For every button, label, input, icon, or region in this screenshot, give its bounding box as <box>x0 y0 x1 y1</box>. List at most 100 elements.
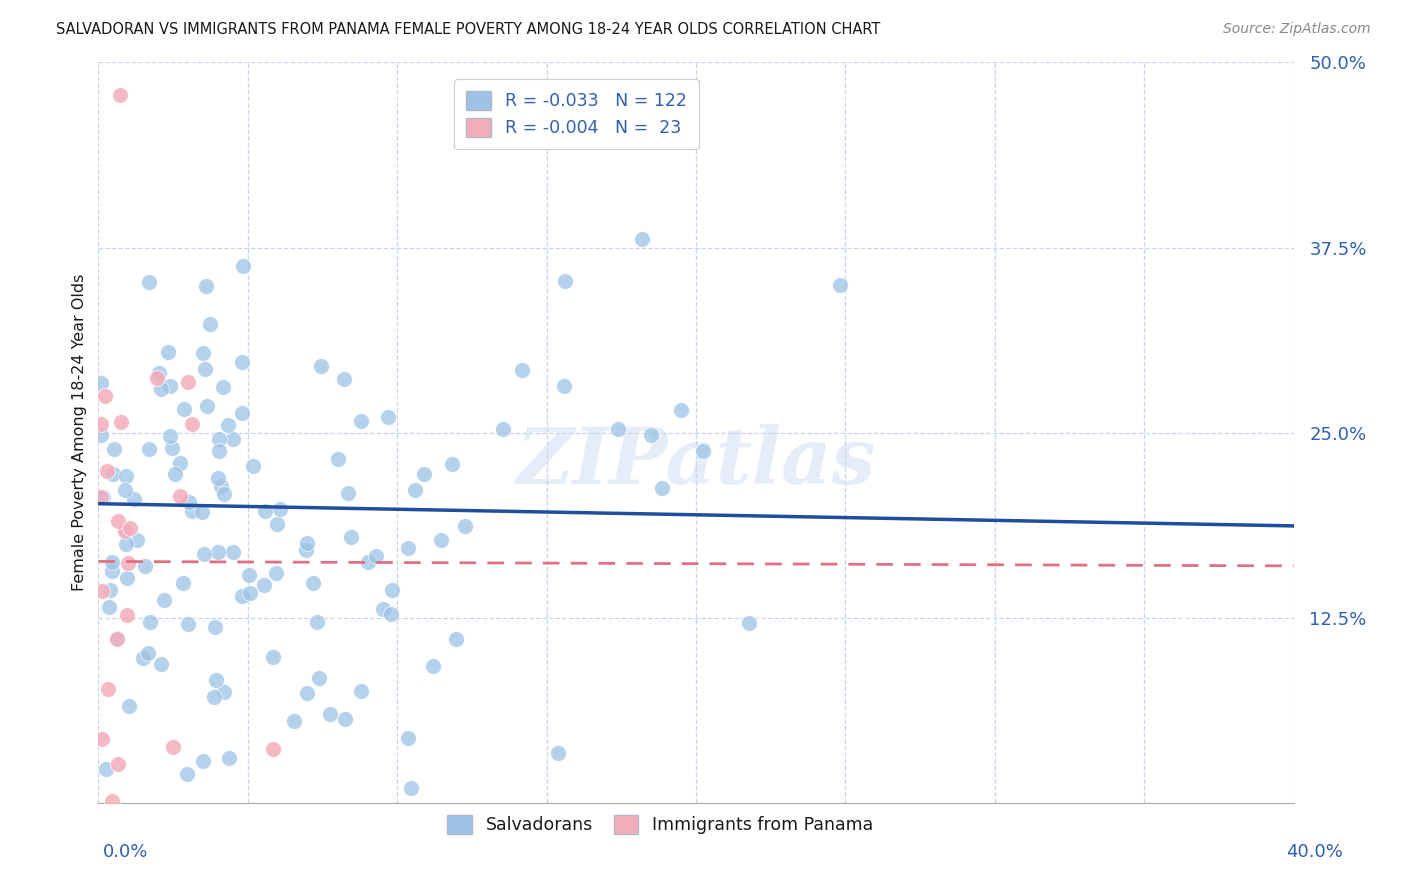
Point <box>332 372 354 386</box>
Point <box>98 599 121 614</box>
Point <box>195 278 218 293</box>
Point <box>209 479 232 493</box>
Point <box>340 530 363 544</box>
Point <box>380 607 402 621</box>
Point <box>738 615 761 630</box>
Point <box>96 464 118 478</box>
Point <box>207 470 229 484</box>
Point <box>204 620 226 634</box>
Point <box>138 275 160 289</box>
Point <box>396 731 419 746</box>
Point <box>692 443 714 458</box>
Point <box>98 583 121 598</box>
Point <box>118 699 141 714</box>
Point <box>262 649 284 664</box>
Point <box>105 631 128 645</box>
Point <box>110 415 132 429</box>
Point <box>404 483 426 497</box>
Point <box>159 429 181 443</box>
Point <box>117 556 139 570</box>
Point <box>554 274 576 288</box>
Point <box>202 690 225 704</box>
Point <box>107 514 129 528</box>
Point <box>134 559 156 574</box>
Point <box>136 646 159 660</box>
Point <box>492 422 515 436</box>
Text: 0.0%: 0.0% <box>103 843 148 861</box>
Point <box>208 433 231 447</box>
Point <box>631 232 654 246</box>
Point <box>253 504 276 518</box>
Point <box>214 685 236 699</box>
Point <box>90 417 112 431</box>
Point <box>169 489 191 503</box>
Point <box>207 544 229 558</box>
Point <box>90 583 112 598</box>
Point <box>640 428 662 442</box>
Point <box>195 399 218 413</box>
Y-axis label: Female Poverty Among 18-24 Year Olds: Female Poverty Among 18-24 Year Olds <box>72 274 87 591</box>
Point <box>218 751 240 765</box>
Point <box>191 505 214 519</box>
Point <box>107 756 129 771</box>
Point <box>176 767 198 781</box>
Text: SALVADORAN VS IMMIGRANTS FROM PANAMA FEMALE POVERTY AMONG 18-24 YEAR OLDS CORREL: SALVADORAN VS IMMIGRANTS FROM PANAMA FEM… <box>56 22 880 37</box>
Point <box>177 375 200 389</box>
Point <box>266 566 288 581</box>
Point <box>177 616 200 631</box>
Point <box>97 681 120 696</box>
Point <box>115 537 138 551</box>
Point <box>150 657 173 671</box>
Point <box>150 382 173 396</box>
Point <box>91 490 114 504</box>
Point <box>364 549 387 564</box>
Text: Source: ZipAtlas.com: Source: ZipAtlas.com <box>1223 22 1371 37</box>
Point <box>337 486 360 500</box>
Point <box>828 278 851 293</box>
Point <box>132 650 155 665</box>
Point <box>308 672 330 686</box>
Point <box>163 467 186 481</box>
Point <box>295 543 318 558</box>
Point <box>139 615 162 630</box>
Point <box>191 754 214 768</box>
Point <box>396 541 419 556</box>
Point <box>181 417 204 431</box>
Point <box>160 441 183 455</box>
Point <box>238 568 260 582</box>
Point <box>180 504 202 518</box>
Point <box>153 593 176 607</box>
Point <box>412 467 434 481</box>
Point <box>115 608 138 623</box>
Point <box>101 467 124 482</box>
Point <box>217 418 239 433</box>
Point <box>422 658 444 673</box>
Point <box>200 317 222 331</box>
Point <box>430 533 453 547</box>
Point <box>162 739 184 754</box>
Point <box>222 432 245 446</box>
Point <box>191 346 214 360</box>
Point <box>122 491 145 506</box>
Point <box>269 501 291 516</box>
Point <box>231 406 253 420</box>
Point <box>252 578 274 592</box>
Point <box>212 487 235 501</box>
Text: ZIPatlas: ZIPatlas <box>516 424 876 500</box>
Point <box>90 428 112 442</box>
Point <box>194 361 217 376</box>
Point <box>138 442 160 456</box>
Point <box>357 555 380 569</box>
Point <box>440 458 463 472</box>
Point <box>547 746 569 760</box>
Point <box>232 259 254 273</box>
Point <box>350 683 373 698</box>
Point <box>444 632 467 647</box>
Point <box>651 482 673 496</box>
Point <box>108 87 131 102</box>
Point <box>169 456 191 470</box>
Point <box>118 521 141 535</box>
Point <box>100 564 122 578</box>
Point <box>319 706 342 721</box>
Point <box>328 452 350 467</box>
